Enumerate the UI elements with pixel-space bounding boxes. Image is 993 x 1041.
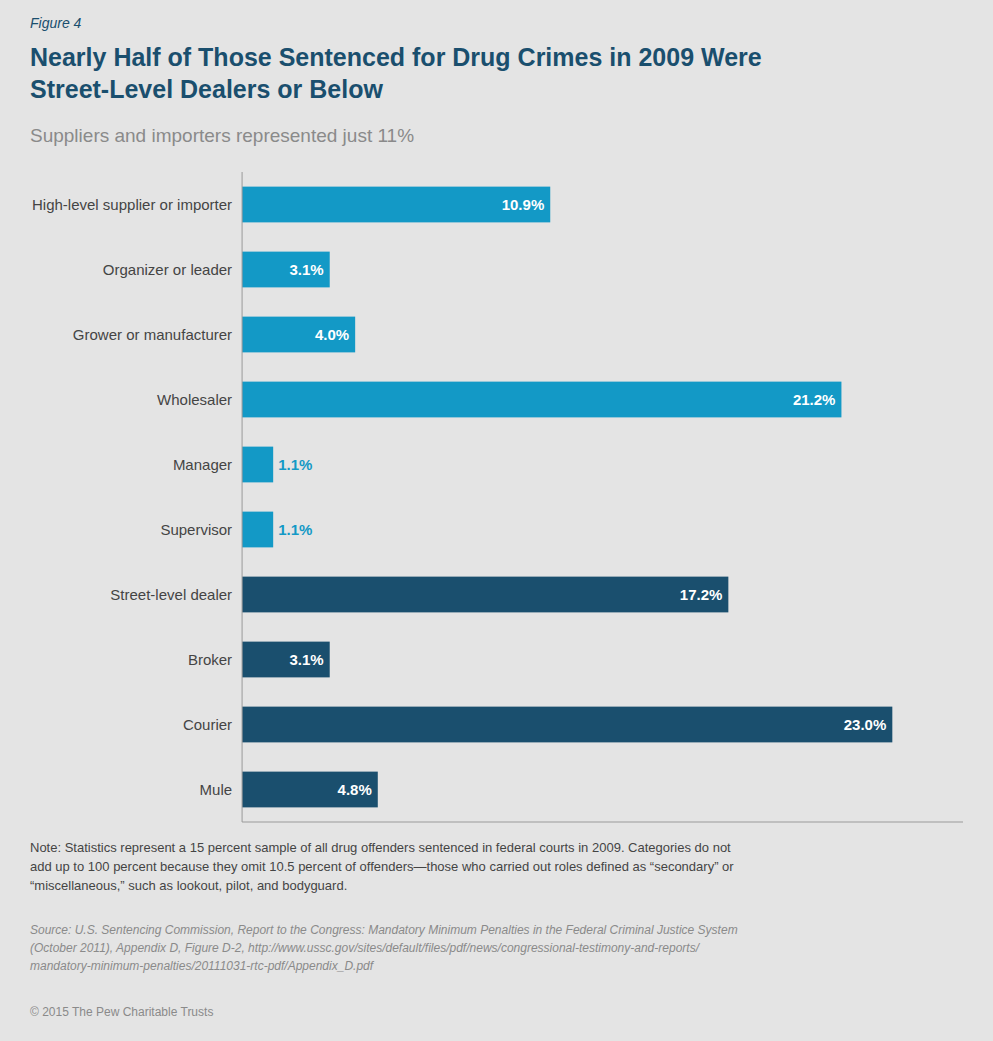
- category-label: Wholesaler: [157, 391, 232, 408]
- figure-label: Figure 4: [30, 15, 82, 31]
- category-label: Street-level dealer: [110, 586, 232, 603]
- title-line: Street-Level Dealers or Below: [30, 75, 383, 103]
- bar: [242, 447, 273, 483]
- category-label: Courier: [183, 716, 232, 733]
- y-axis-labels: High-level supplier or importer Organizer…: [32, 196, 232, 798]
- copyright: © 2015 The Pew Charitable Trusts: [30, 1005, 213, 1019]
- data-label: 17.2%: [680, 586, 723, 603]
- baseline: [242, 172, 243, 822]
- bar: [242, 382, 841, 418]
- subtitle-line: Suppliers and importers represented just…: [30, 125, 414, 146]
- source-line: (October 2011), Appendix D, Figure D-2, …: [30, 941, 701, 955]
- category-label: Broker: [188, 651, 232, 668]
- category-label: Mule: [200, 781, 233, 798]
- note: Note: Statistics represent a 15 percent …: [30, 840, 734, 893]
- category-label: High-level supplier or importer: [32, 196, 232, 213]
- data-label: 3.1%: [290, 261, 324, 278]
- x-axis-line: [242, 822, 963, 823]
- category-label: Organizer or leader: [103, 261, 232, 278]
- note-line: add up to 100 percent because they omit …: [30, 859, 734, 874]
- source: Source: U.S. Sentencing Commission, Repo…: [30, 923, 738, 973]
- chart: Figure 4 Nearly Half of Those Sentenced f…: [0, 0, 993, 1041]
- data-labels: 10.9% 3.1% 4.0% 21.2% 1.1% 1.1% 17.2% 3.1% 23.0%…: [278, 196, 886, 798]
- data-label: 1.1%: [278, 456, 312, 473]
- data-label: 4.0%: [315, 326, 349, 343]
- source-line: Source: U.S. Sentencing Commission, Repo…: [30, 923, 738, 937]
- bar: [242, 772, 378, 808]
- data-label: 10.9%: [502, 196, 545, 213]
- note-line: “miscellaneous,” such as lookout, pilot,…: [30, 878, 347, 893]
- data-label: 21.2%: [793, 391, 836, 408]
- bar: [242, 642, 330, 678]
- copyright-line: © 2015 The Pew Charitable Trusts: [30, 1005, 213, 1019]
- bar: [242, 577, 728, 613]
- subtitle: Suppliers and importers represented just…: [30, 125, 414, 146]
- note-line: Note: Statistics represent a 15 percent …: [30, 840, 731, 855]
- data-label: 23.0%: [844, 716, 887, 733]
- source-line: mandatory-minimum-penalties/20111031-rtc…: [30, 959, 375, 973]
- bar: [242, 317, 355, 353]
- bar: [242, 707, 892, 743]
- title: Nearly Half of Those Sentenced for Drug …: [30, 43, 762, 103]
- category-label: Grower or manufacturer: [73, 326, 232, 343]
- bar: [242, 512, 273, 548]
- figure-label-line: Figure 4: [30, 15, 82, 31]
- category-label: Manager: [173, 456, 232, 473]
- bar: [242, 187, 550, 223]
- title-line: Nearly Half of Those Sentenced for Drug …: [30, 43, 762, 71]
- data-label: 3.1%: [290, 651, 324, 668]
- bars: [242, 187, 892, 808]
- background: [0, 0, 993, 1041]
- data-label: 1.1%: [278, 521, 312, 538]
- category-label: Supervisor: [160, 521, 232, 538]
- bar: [242, 252, 330, 288]
- data-label: 4.8%: [338, 781, 372, 798]
